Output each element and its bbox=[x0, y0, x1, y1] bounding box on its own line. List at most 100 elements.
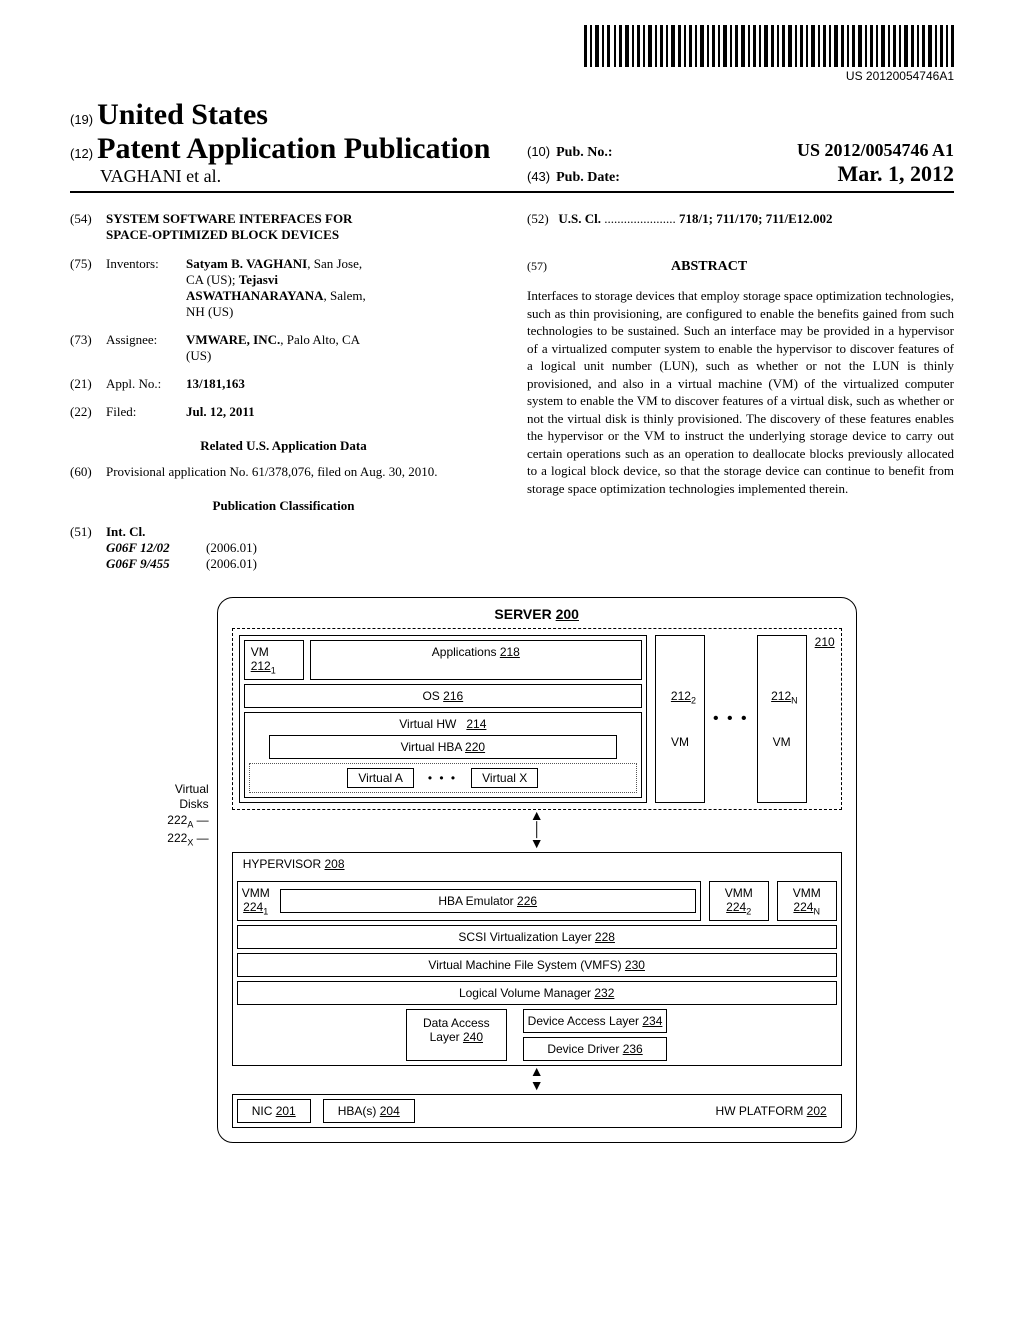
virtual-a: Virtual A bbox=[347, 768, 413, 788]
n22: (22) bbox=[70, 404, 106, 420]
inventors-value: Satyam B. VAGHANI, San Jose, CA (US); Te… bbox=[186, 256, 497, 320]
n54: (54) bbox=[70, 211, 106, 244]
prefix-19: (19) bbox=[70, 112, 93, 127]
apps-t: Applications bbox=[432, 645, 500, 659]
dal-row: Data AccessLayer 240 Device Access Layer… bbox=[237, 1009, 837, 1061]
devdrv-box: Device Driver 236 bbox=[523, 1037, 668, 1061]
n21: (21) bbox=[70, 376, 106, 392]
uscl-label: U.S. Cl. bbox=[558, 211, 601, 226]
n230: 230 bbox=[625, 958, 645, 972]
assignee-a: VMWARE, INC. bbox=[186, 332, 280, 347]
left-col: (54) SYSTEM SOFTWARE INTERFACES FOR SPAC… bbox=[70, 211, 497, 572]
assignee-label: Assignee: bbox=[106, 332, 186, 364]
vhw-box: Virtual HW 214 Virtual HBA 220 Virtual A… bbox=[244, 712, 642, 798]
header-rule bbox=[70, 191, 954, 193]
authors-line: VAGHANI et al. bbox=[70, 166, 497, 187]
inv1a: Satyam B. VAGHANI bbox=[186, 256, 307, 271]
prefix-12: (12) bbox=[70, 146, 93, 161]
vhw-head: Virtual HW 214 bbox=[249, 717, 637, 731]
sub1-a: 1 bbox=[271, 665, 276, 675]
hwplat-label: HW PLATFORM 202 bbox=[716, 1104, 837, 1118]
n201: 201 bbox=[276, 1104, 296, 1118]
vm-n-box: 212N VM bbox=[757, 635, 807, 803]
os-t: OS bbox=[422, 689, 443, 703]
vdisk-l1: Virtual bbox=[175, 782, 209, 796]
n226: 226 bbox=[517, 894, 537, 908]
abstract-label: ABSTRACT bbox=[671, 259, 747, 274]
n236: 236 bbox=[623, 1042, 643, 1056]
patent-page: US 20120054746A1 (19) United States (12)… bbox=[0, 0, 1024, 1173]
n212-n: 212 bbox=[771, 689, 791, 703]
pubdate: Mar. 1, 2012 bbox=[837, 161, 954, 187]
hv-head: HYPERVISOR 208 bbox=[237, 857, 837, 871]
intcl-block: Int. Cl. G06F 12/02(2006.01) G06F 9/455(… bbox=[106, 524, 497, 572]
subA: A bbox=[187, 819, 193, 829]
hbas-box: HBA(s) 204 bbox=[323, 1099, 415, 1123]
arrow-2: ▲▼ bbox=[232, 1066, 842, 1094]
inv2b: ASWATHANARAYANA bbox=[186, 288, 324, 303]
abstract-text: Interfaces to storage devices that emplo… bbox=[527, 287, 954, 498]
inv2c: , Salem, bbox=[324, 288, 366, 303]
hba-emu-box: HBA Emulator 226 bbox=[280, 889, 696, 913]
server-title: SERVER 200 bbox=[232, 606, 842, 622]
inv2d: NH (US) bbox=[186, 304, 233, 319]
right-col: (52) U.S. Cl. ...................... 718… bbox=[527, 211, 954, 572]
dev-stack: Device Access Layer 234 Device Driver 23… bbox=[523, 1009, 668, 1061]
figure: SERVER 200 VM 2121 Applications 218 OS 2… bbox=[217, 597, 857, 1144]
filed: Jul. 12, 2011 bbox=[186, 404, 497, 420]
dots-vm: • • • bbox=[713, 710, 749, 728]
subN: N bbox=[791, 695, 798, 705]
header-left: (19) United States (12) Patent Applicati… bbox=[70, 98, 497, 187]
inventors-label: Inventors: bbox=[106, 256, 186, 320]
side-label-virtual-disks: Virtual Disks 222A — 222X — bbox=[167, 782, 208, 849]
devacc-t: Device Access Layer bbox=[528, 1014, 643, 1028]
n224-n: 224 bbox=[793, 900, 813, 914]
vhba-box: Virtual HBA 220 bbox=[269, 735, 617, 759]
lvm-t: Logical Volume Manager bbox=[459, 986, 594, 1000]
appl-label: Appl. No.: bbox=[106, 376, 186, 392]
prefix-10: (10) bbox=[527, 144, 550, 159]
lvm-box: Logical Volume Manager 232 bbox=[237, 981, 837, 1005]
prefix-43: (43) bbox=[527, 169, 550, 184]
assignee-b: , Palo Alto, CA bbox=[280, 332, 360, 347]
n202: 202 bbox=[807, 1104, 827, 1118]
vm-text: VM bbox=[251, 645, 269, 659]
vmm-t2: VMM bbox=[725, 886, 753, 900]
subN-b: N bbox=[813, 906, 820, 916]
dots-1: • • • bbox=[428, 771, 457, 785]
hv-t: HYPERVISOR bbox=[243, 857, 325, 871]
vdisk-l2: Disks bbox=[179, 797, 208, 811]
subX: X bbox=[187, 837, 193, 847]
vm-2-text: VM bbox=[660, 735, 700, 749]
apps-box: Applications 218 bbox=[310, 640, 642, 680]
arrow-1: ▲│▼ bbox=[232, 810, 842, 852]
dal-box: Data AccessLayer 240 bbox=[406, 1009, 507, 1061]
sub1-b: 1 bbox=[263, 906, 268, 916]
cpc1-ver: (2006.01) bbox=[206, 540, 257, 556]
uscl-row: (52) U.S. Cl. ...................... 718… bbox=[527, 211, 954, 227]
appl-no: 13/181,163 bbox=[186, 376, 497, 392]
n214: 214 bbox=[466, 717, 486, 731]
n222x: 222 bbox=[167, 831, 187, 845]
country: United States bbox=[97, 98, 268, 131]
vmm-n-box: VMM224N bbox=[777, 881, 837, 921]
barcode-label: US 20120054746A1 bbox=[846, 69, 954, 83]
hba-emu-t: HBA Emulator bbox=[438, 894, 517, 908]
n216: 216 bbox=[443, 689, 463, 703]
server-num: 200 bbox=[556, 606, 579, 622]
vhba-t: Virtual HBA bbox=[401, 740, 465, 754]
n204: 204 bbox=[380, 1104, 400, 1118]
cpc1-code: G06F 12/02 bbox=[106, 540, 206, 556]
main-grid: (54) SYSTEM SOFTWARE INTERFACES FOR SPAC… bbox=[70, 211, 954, 572]
related-head: Related U.S. Application Data bbox=[70, 438, 497, 454]
n210: 210 bbox=[815, 635, 835, 651]
n228: 228 bbox=[595, 930, 615, 944]
n232: 232 bbox=[594, 986, 614, 1000]
n212-1: 212 bbox=[251, 659, 271, 673]
hw-row: NIC 201 HBA(s) 204 HW PLATFORM 202 bbox=[232, 1094, 842, 1128]
vm-label-1: VM 2121 bbox=[244, 640, 304, 680]
pubno: US 2012/0054746 A1 bbox=[797, 140, 954, 161]
n51: (51) bbox=[70, 524, 106, 572]
os-box: OS 216 bbox=[244, 684, 642, 708]
title-line-1: SYSTEM SOFTWARE INTERFACES FOR bbox=[106, 211, 352, 227]
